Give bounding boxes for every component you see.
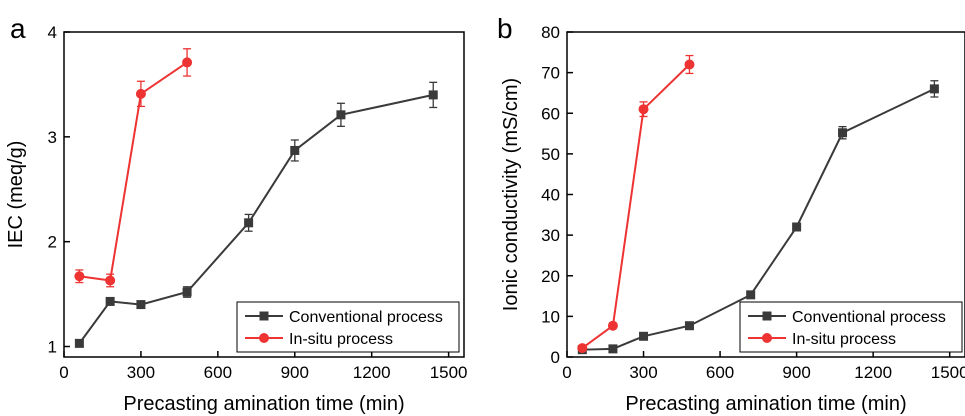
y-tick-label: 60	[541, 104, 560, 123]
data-point	[746, 290, 756, 300]
data-point	[684, 59, 695, 70]
y-tick-label: 3	[48, 128, 57, 147]
data-point	[607, 320, 618, 331]
data-point	[336, 110, 346, 120]
x-tick-label: 900	[782, 363, 810, 382]
series-in-situ	[74, 48, 193, 288]
legend: Conventional process In-situ process	[236, 301, 460, 353]
x-tick-label: 300	[127, 363, 155, 382]
data-point	[639, 331, 649, 341]
legend-marker	[762, 333, 772, 343]
legend-label: In-situ process	[792, 331, 896, 348]
x-tick-label: 0	[59, 363, 68, 382]
x-tick-label: 600	[204, 363, 232, 382]
data-point	[105, 296, 115, 306]
legend-marker	[259, 311, 269, 321]
data-point	[792, 222, 802, 232]
legend-box	[236, 301, 460, 353]
y-tick-label: 80	[541, 23, 560, 42]
y-axis-title: Ionic conductivity (mS/cm)	[500, 78, 522, 311]
data-point	[182, 287, 192, 297]
series-line	[78, 93, 434, 344]
series-line	[79, 61, 188, 282]
series-in-situ	[577, 54, 695, 354]
data-point	[182, 57, 193, 68]
legend-marker	[259, 333, 269, 343]
data-point	[929, 84, 939, 94]
legend-label: In-situ process	[289, 331, 393, 348]
data-point	[136, 300, 146, 310]
y-tick-label: 70	[541, 64, 560, 83]
data-point	[244, 218, 254, 228]
y-tick-label: 50	[541, 145, 560, 164]
x-axis-title: Precasting amination time (min)	[123, 393, 404, 415]
data-point	[638, 104, 649, 115]
y-tick-label: 0	[551, 348, 560, 367]
x-tick-label: 300	[629, 363, 657, 382]
y-tick-label: 20	[541, 267, 560, 286]
chart-panel-b: b 0 300 600 900 1200 1500 0 10 20 30 40 50 60 70 80 Prec…	[497, 13, 965, 415]
data-point	[684, 321, 694, 331]
series-conventional	[74, 81, 438, 348]
chart-panel-a: a 0 300 600 900 1200 1500 1 2 3 4 Precasting aminat…	[5, 13, 468, 415]
x-tick-label: 0	[562, 363, 571, 382]
y-tick-label: 2	[48, 233, 57, 252]
x-tick-label: 1200	[353, 363, 391, 382]
panel-label: b	[497, 13, 513, 44]
data-point	[608, 344, 618, 354]
legend-label: Conventional process	[289, 309, 443, 326]
y-axis-title: IEC (meq/g)	[5, 141, 27, 249]
x-tick-label: 1500	[430, 363, 468, 382]
y-tick-label: 1	[48, 338, 57, 357]
legend-box	[739, 301, 963, 353]
y-tick-label: 40	[541, 186, 560, 205]
y-tick-label: 30	[541, 226, 560, 245]
legend-label: Conventional process	[792, 309, 946, 326]
series-line	[582, 87, 935, 351]
y-tick-label: 4	[48, 23, 57, 42]
data-point	[577, 343, 588, 354]
data-point	[74, 271, 85, 282]
data-point	[74, 338, 84, 348]
panel-label: a	[10, 13, 26, 44]
x-tick-label: 600	[706, 363, 734, 382]
y-tick-label: 10	[541, 307, 560, 326]
legend-marker	[762, 311, 772, 321]
data-point	[105, 275, 116, 286]
data-point	[428, 90, 438, 100]
data-point	[135, 88, 146, 99]
x-tick-label: 1500	[931, 363, 965, 382]
data-point	[290, 145, 300, 155]
x-tick-label: 1200	[854, 363, 892, 382]
x-axis-title: Precasting amination time (min)	[625, 393, 906, 415]
series-line	[581, 63, 691, 349]
legend: Conventional process In-situ process	[739, 301, 963, 353]
x-tick-label: 900	[281, 363, 309, 382]
plot-frame	[63, 31, 465, 358]
data-point	[838, 128, 848, 138]
